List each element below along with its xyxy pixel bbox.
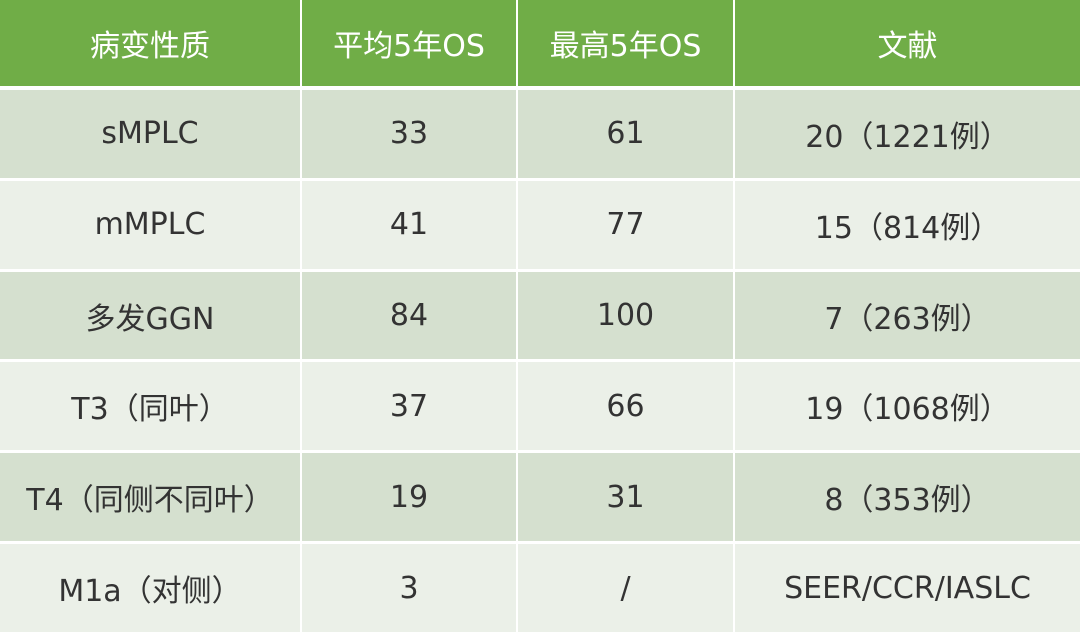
header-cell: 病变性质: [0, 0, 302, 90]
table-row: 多发GGN 84 100 7（263例）: [0, 271, 1080, 363]
table-cell: 19（1068例）: [735, 362, 1080, 454]
table-row: M1a（对侧） 3/SEER/CCR/IASLC: [0, 544, 1080, 635]
header-cell: 平均5年OS: [302, 0, 518, 90]
table-cell: /: [518, 544, 735, 635]
table-cell: 多发GGN: [0, 271, 302, 363]
table-cell: 8（353例）: [735, 453, 1080, 545]
table-row: mMPLC 41 77 15（814例）: [0, 180, 1080, 272]
header-cell: 最高5年OS: [518, 0, 735, 90]
header-cell: 文献: [735, 0, 1080, 90]
table-cell: 19: [302, 453, 518, 545]
table-cell: T3（同叶）: [0, 362, 302, 454]
table-cell: 84: [302, 271, 518, 363]
header-row: 病变性质 平均5年OS 最高5年OS 文献: [0, 0, 1080, 90]
table-cell: 7（263例）: [735, 271, 1080, 363]
table-cell: 20（1221例）: [735, 90, 1080, 181]
table-cell: sMPLC: [0, 90, 302, 181]
table-cell: M1a（对侧）: [0, 544, 302, 635]
table-cell: 41: [302, 180, 518, 272]
table-row: sMPLC 33 61 20（1221例）: [0, 90, 1080, 181]
table-cell: 61: [518, 90, 735, 181]
table-cell: 77: [518, 180, 735, 272]
table-cell: 31: [518, 453, 735, 545]
table-cell: mMPLC: [0, 180, 302, 272]
table-cell: 37: [302, 362, 518, 454]
table-cell: 33: [302, 90, 518, 181]
table-row: T3（同叶） 37 66 19（1068例）: [0, 362, 1080, 454]
table-row: T4（同侧不同叶） 19 31 8（353例）: [0, 453, 1080, 545]
table-cell: T4（同侧不同叶）: [0, 453, 302, 545]
table-cell: SEER/CCR/IASLC: [735, 544, 1080, 635]
table-cell: 15（814例）: [735, 180, 1080, 272]
table-cell: 66: [518, 362, 735, 454]
table-cell: 100: [518, 271, 735, 363]
table-cell: 3: [302, 544, 518, 635]
